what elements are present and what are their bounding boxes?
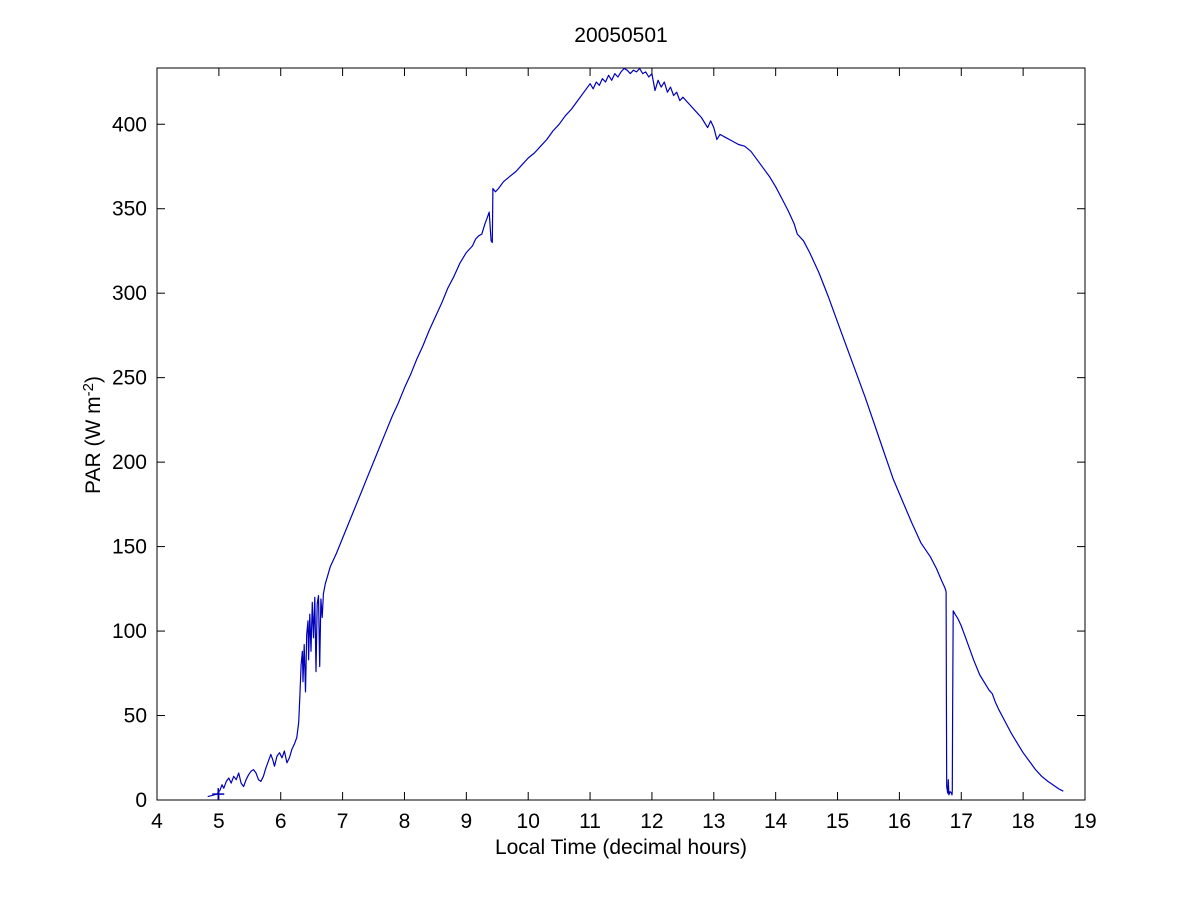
y-tick-label: 350	[112, 198, 147, 221]
y-tick-label: 0	[135, 789, 147, 812]
x-tick-label: 11	[579, 810, 601, 833]
y-tick-label: 200	[112, 451, 147, 474]
x-tick-label: 12	[640, 810, 663, 833]
x-tick-label: 7	[337, 810, 349, 833]
y-axis-label-exponent: -2	[80, 383, 97, 397]
y-tick-label: 400	[112, 113, 147, 136]
x-tick-label: 14	[764, 810, 788, 833]
x-tick-label: 18	[1011, 810, 1034, 833]
chart-title: 20050501	[574, 24, 668, 47]
y-tick-label: 50	[124, 705, 147, 728]
y-axis-label: PAR (W m-2)	[80, 376, 106, 494]
y-axis-label-text: PAR (W m	[82, 396, 105, 494]
x-tick-label: 19	[1073, 810, 1096, 833]
x-tick-label: 4	[151, 810, 163, 833]
par-curve	[207, 67, 1064, 798]
x-tick-label: 10	[517, 810, 540, 833]
x-tick-label: 17	[950, 810, 973, 833]
y-tick-label: 250	[112, 367, 147, 390]
y-tick-label: 150	[112, 536, 147, 559]
x-tick-label: 15	[826, 810, 849, 833]
x-axis-label: Local Time (decimal hours)	[494, 836, 748, 859]
y-tick-label: 100	[112, 620, 147, 643]
x-tick-label: 6	[275, 810, 287, 833]
axes-box	[156, 67, 1086, 801]
x-tick-label: 8	[399, 810, 411, 833]
x-tick-label: 16	[888, 810, 911, 833]
y-axis-label-close-paren: )	[82, 376, 105, 384]
x-tick-label: 13	[702, 810, 725, 833]
x-tick-label: 5	[213, 810, 225, 833]
x-tick-label: 9	[460, 810, 472, 833]
y-tick-label: 300	[112, 282, 147, 305]
